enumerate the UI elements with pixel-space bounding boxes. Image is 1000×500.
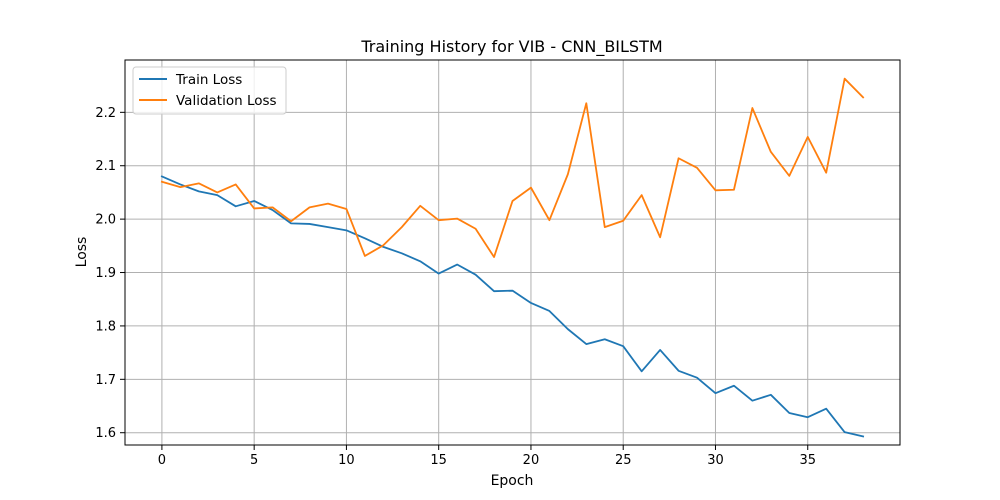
y-tick-label: 1.8 [95, 319, 116, 334]
legend-label-train-loss: Train Loss [175, 72, 242, 88]
x-tick-label: 5 [250, 453, 258, 468]
x-tick-label: 15 [430, 453, 447, 468]
x-tick-label: 30 [707, 453, 724, 468]
y-tick-label: 2.0 [95, 213, 116, 228]
validation-loss-line [160, 77, 865, 258]
x-tick-label: 25 [615, 453, 632, 468]
series-lines [160, 77, 865, 438]
plot-area: 0 5 10 15 20 25 30 35 1.6 1.7 1.8 1.9 2.0 2.1 2.2 [95, 59, 901, 468]
axis-ticks: 0 5 10 15 20 25 30 35 1.6 1.7 1.8 1.9 2.0 2.1 2.2 [95, 106, 816, 468]
grid [125, 60, 900, 445]
y-tick-label: 2.1 [95, 159, 116, 174]
y-tick-label: 1.7 [95, 373, 116, 388]
y-axis-label: Loss [74, 237, 90, 268]
x-tick-label: 10 [338, 453, 355, 468]
y-tick-label: 1.6 [95, 426, 116, 441]
x-tick-label: 20 [523, 453, 540, 468]
x-tick-label: 35 [799, 453, 816, 468]
x-axis-label: Epoch [491, 473, 534, 489]
y-tick-label: 1.9 [95, 266, 116, 281]
chart-title: Training History for VIB - CNN_BILSTM [360, 37, 662, 57]
x-tick-label: 0 [158, 453, 166, 468]
legend-label-validation-loss: Validation Loss [176, 93, 277, 109]
train-loss-line [160, 175, 865, 438]
plot-frame [124, 59, 901, 446]
y-tick-label: 2.2 [95, 106, 116, 121]
plot-background [125, 60, 900, 445]
legend-box [132, 66, 287, 115]
legend: Train Loss Validation Loss [132, 66, 287, 115]
